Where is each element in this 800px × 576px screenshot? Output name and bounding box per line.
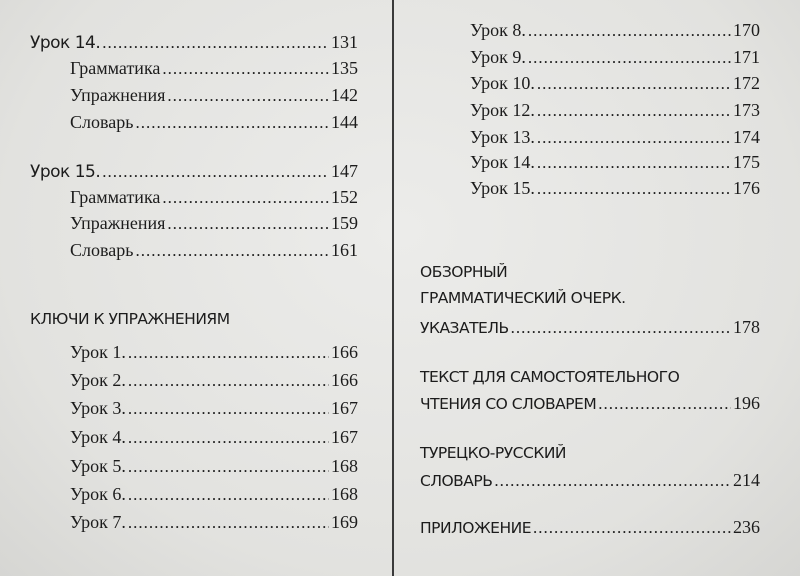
reading-heading-line1: ТЕКСТ ДЛЯ САМОСТОЯТЕЛЬНОГО bbox=[420, 368, 680, 386]
toc-entry: Урок 12.173 bbox=[470, 98, 760, 122]
toc-entry: Урок 10.172 bbox=[470, 71, 760, 95]
overview-heading-line2: ГРАММАТИЧЕСКИЙ ОЧЕРК. bbox=[420, 289, 626, 307]
toc-entry: Урок 9.171 bbox=[470, 45, 760, 69]
toc-entry: Урок 2.166 bbox=[70, 368, 358, 392]
toc-entry: Урок 15.176 bbox=[470, 176, 760, 200]
toc-entry-reading: ЧТЕНИЯ СО СЛОВАРЕМ196 bbox=[420, 391, 760, 415]
toc-entry: Урок 1.166 bbox=[70, 340, 358, 364]
toc-entry: Урок 4.167 bbox=[70, 425, 358, 449]
toc-entry-overview: УКАЗАТЕЛЬ178 bbox=[420, 315, 760, 339]
toc-entry: Упражнения159 bbox=[70, 211, 358, 235]
toc-entry: Урок 5.168 bbox=[70, 454, 358, 478]
toc-entry-dictionary: СЛОВАРЬ214 bbox=[420, 468, 760, 492]
entry-label: Урок 14. bbox=[30, 33, 101, 53]
toc-entry: Грамматика152 bbox=[70, 185, 358, 209]
toc-entry: Урок 6.168 bbox=[70, 482, 358, 506]
toc-entry: Урок 7.169 bbox=[70, 510, 358, 534]
toc-entry-appendix: ПРИЛОЖЕНИЕ236 bbox=[420, 515, 760, 539]
toc-entry-lesson-14: Урок 14. 131 bbox=[30, 30, 358, 54]
toc-entry: Упражнения142 bbox=[70, 83, 358, 107]
toc-entry: Словарь144 bbox=[70, 110, 358, 134]
entry-page: 131 bbox=[331, 32, 358, 52]
keys-heading: КЛЮЧИ К УПРАЖНЕНИЯМ bbox=[30, 310, 230, 328]
toc-entry: Урок 14.175 bbox=[470, 150, 760, 174]
toc-entry: Словарь161 bbox=[70, 238, 358, 262]
column-divider bbox=[392, 0, 394, 576]
dictionary-heading-line1: ТУРЕЦКО-РУССКИЙ bbox=[420, 444, 567, 462]
toc-entry: Грамматика135 bbox=[70, 56, 358, 80]
toc-entry-lesson-15: Урок 15.147 bbox=[30, 159, 358, 183]
overview-heading-line1: ОБЗОРНЫЙ bbox=[420, 263, 508, 281]
toc-entry: Урок 3.167 bbox=[70, 396, 358, 420]
toc-entry: Урок 13.174 bbox=[470, 125, 760, 149]
toc-entry: Урок 8.170 bbox=[470, 18, 760, 42]
